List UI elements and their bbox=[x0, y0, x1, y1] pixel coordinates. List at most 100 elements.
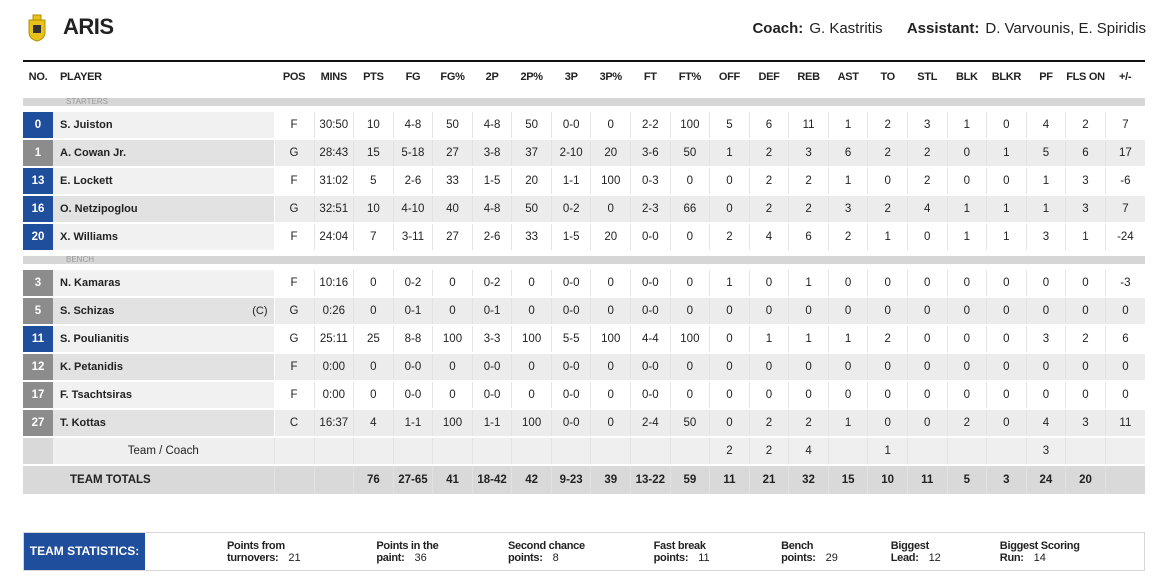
stat-cell: 0:00 bbox=[313, 381, 354, 410]
stat-cell: 2-4 bbox=[630, 409, 671, 438]
stat-cell: 2 bbox=[788, 195, 829, 224]
stat-cell: 2 bbox=[946, 409, 987, 438]
column-header: BLKR bbox=[986, 60, 1027, 96]
column-header: FT bbox=[630, 60, 671, 96]
stat-cell: 0 bbox=[1104, 353, 1145, 382]
stat-cell: 7 bbox=[1104, 109, 1145, 140]
player-name: S. Schizas (C) bbox=[53, 297, 275, 326]
stat-cell: 0 bbox=[906, 409, 948, 438]
stat-cell: 3 bbox=[788, 139, 829, 168]
team-stat-label: Bench points: bbox=[781, 539, 816, 564]
stat-cell: 1 bbox=[827, 167, 868, 196]
stat-cell: F bbox=[273, 223, 315, 254]
stat-cell: 11 bbox=[709, 465, 750, 496]
stat-cell: 0 bbox=[906, 297, 948, 326]
header: ARIS Coach: G. Kastritis Assistant: D. Var… bbox=[0, 0, 1156, 58]
stat-cell: 2-2 bbox=[630, 109, 671, 140]
stat-cell: 4 bbox=[1025, 409, 1066, 438]
stat-cell: 3-3 bbox=[471, 325, 512, 354]
column-header: 2P% bbox=[511, 60, 552, 96]
column-header: 2P bbox=[472, 60, 512, 96]
player-number: 17 bbox=[23, 381, 53, 410]
stat-cell: 31:02 bbox=[313, 167, 354, 196]
column-header: MINS bbox=[314, 60, 354, 96]
stat-cell: 0 bbox=[986, 325, 1027, 354]
stat-cell: 0 bbox=[709, 195, 750, 224]
player-name: X. Williams bbox=[53, 223, 275, 254]
stat-cell: 1 bbox=[788, 325, 829, 354]
stat-cell: 3 bbox=[1065, 409, 1106, 438]
player-name: F. Tsachtsiras bbox=[53, 381, 275, 410]
stat-cell: 0-0 bbox=[392, 381, 433, 410]
player-name: S. Juiston bbox=[53, 109, 275, 140]
stat-cell: 41 bbox=[432, 465, 473, 496]
team-name: ARIS bbox=[63, 14, 114, 39]
stat-cell: 0 bbox=[709, 167, 750, 196]
stat-cell: 0 bbox=[946, 297, 987, 326]
stat-cell: 20 bbox=[590, 223, 631, 254]
stat-cell: 11 bbox=[788, 109, 829, 140]
stat-cell: 0 bbox=[432, 353, 473, 382]
player-number: 11 bbox=[23, 325, 53, 354]
stat-cell: 0 bbox=[946, 267, 987, 298]
player-name: N. Kamaras bbox=[53, 267, 275, 298]
stat-cell: 3 bbox=[1065, 195, 1106, 224]
stat-cell: 0 bbox=[590, 381, 631, 410]
stat-cell: -24 bbox=[1104, 223, 1145, 254]
stat-cell: 1 bbox=[986, 139, 1027, 168]
stat-cell: 0-0 bbox=[550, 297, 591, 326]
team-stat-value: 11 bbox=[698, 551, 710, 564]
player-row: 27 T. Kottas C 16:37 4 1-1 100 1-1 100 0-0 0 2-4 50 0… bbox=[23, 409, 1145, 438]
stat-cell: 15 bbox=[827, 465, 868, 496]
stat-cell: 0 bbox=[827, 297, 868, 326]
player-number: 27 bbox=[23, 409, 53, 438]
stat-cell: 0 bbox=[986, 267, 1027, 298]
player-row: 5 S. Schizas (C) G 0:26 0 0-1 0 0-1 0 0-0 0 0-0 0 0 0 0 0… bbox=[23, 297, 1145, 326]
stat-cell: 3-6 bbox=[630, 139, 671, 168]
stat-cell: 11 bbox=[906, 465, 948, 496]
stat-cell: 0 bbox=[590, 297, 631, 326]
column-header: PLAYER bbox=[53, 60, 275, 96]
stat-cell: 0-0 bbox=[471, 381, 512, 410]
stat-cell: 3 bbox=[906, 109, 948, 140]
stat-cell: 0 bbox=[906, 325, 948, 354]
stat-cell bbox=[630, 437, 671, 466]
stat-cell: 7 bbox=[1104, 195, 1145, 224]
stat-cell: 2 bbox=[748, 139, 789, 168]
stat-cell: 4 bbox=[788, 437, 829, 466]
team-stat: Second chance points: 8 bbox=[508, 540, 630, 564]
stat-cell: 0 bbox=[986, 167, 1027, 196]
stat-cell: 2 bbox=[709, 437, 750, 466]
stat-cell: 2 bbox=[906, 167, 948, 196]
team-stat-label: Points in the paint: bbox=[376, 539, 439, 564]
stat-cell: 2 bbox=[867, 109, 908, 140]
stat-cell: 4-8 bbox=[471, 109, 512, 140]
stat-cell: 0 bbox=[669, 353, 710, 382]
stat-cell: 0 bbox=[353, 267, 394, 298]
stat-cell: 5-5 bbox=[550, 325, 591, 354]
column-header: STL bbox=[907, 60, 948, 96]
column-header: 3P bbox=[551, 60, 591, 96]
stat-cell: G bbox=[273, 297, 315, 326]
stat-cell: 0 bbox=[748, 297, 789, 326]
stat-cell: 0-0 bbox=[550, 267, 591, 298]
stat-cell bbox=[906, 437, 948, 466]
stat-cell: 0 bbox=[906, 353, 948, 382]
stat-cell: 1-1 bbox=[392, 409, 433, 438]
stat-cell: 1 bbox=[867, 223, 908, 254]
stat-cell: 2 bbox=[827, 223, 868, 254]
stat-cell: 0-0 bbox=[392, 353, 433, 382]
stat-cell: 4 bbox=[1025, 109, 1066, 140]
stat-cell: 1 bbox=[827, 109, 868, 140]
column-header: NO. bbox=[23, 60, 53, 96]
stat-cell: 0 bbox=[1104, 381, 1145, 410]
stat-cell bbox=[1104, 465, 1145, 496]
staff: Coach: G. Kastritis Assistant: D. Varvouni… bbox=[732, 20, 1146, 37]
stat-cell: 1-5 bbox=[471, 167, 512, 196]
stat-cell bbox=[353, 437, 394, 466]
stat-cell: 1 bbox=[867, 437, 908, 466]
stat-cell bbox=[392, 437, 433, 466]
stat-cell: 4-4 bbox=[630, 325, 671, 354]
stat-cell: 0 bbox=[986, 409, 1027, 438]
stat-cell: 0 bbox=[867, 381, 908, 410]
